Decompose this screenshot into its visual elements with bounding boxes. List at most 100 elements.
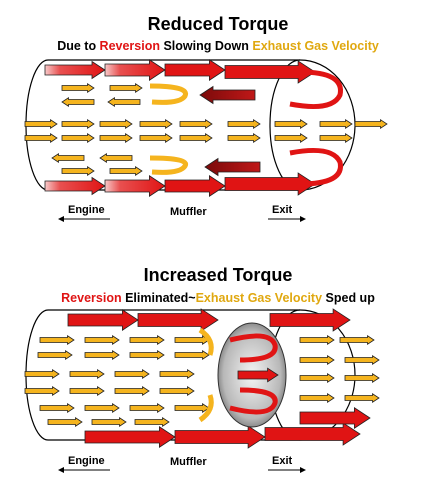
exhaust-flow-arrow	[24, 133, 58, 143]
exhaust-flow-arrow	[339, 335, 375, 345]
exhaust-curl-arrow	[149, 155, 189, 175]
exhaust-flow-arrow	[91, 417, 127, 427]
exhaust-flow-arrow	[174, 403, 210, 413]
exhaust-flow-arrow	[69, 369, 105, 379]
exhaust-flow-arrow	[159, 386, 195, 396]
reversion-flow-arrow	[44, 60, 106, 80]
exhaust-flow-arrow	[114, 369, 150, 379]
exhaust-flow-arrow	[99, 153, 133, 163]
reversion-curl-arrow	[289, 69, 343, 109]
exhaust-flow-arrow	[179, 119, 213, 129]
panel1-direction-lines	[58, 216, 306, 222]
panel2-label-engine: Engine	[68, 455, 105, 467]
exhaust-main-arrow	[264, 422, 361, 446]
exhaust-flow-arrow	[129, 403, 165, 413]
exhaust-main-arrow	[84, 426, 176, 448]
reversion-flow-arrow	[164, 59, 226, 81]
panel1-label-engine: Engine	[68, 204, 105, 216]
exhaust-flow-arrow	[159, 369, 195, 379]
panel1-subtitle: Due to Reversion Slowing Down Exhaust Ga…	[0, 39, 436, 53]
panel1-label-exit: Exit	[272, 204, 293, 216]
panel1-sub-exhaust: Exhaust Gas Velocity	[252, 39, 379, 53]
cone-center-arrow	[237, 367, 279, 383]
exhaust-flow-arrow	[109, 166, 143, 176]
exhaust-flow-arrow	[61, 133, 95, 143]
exhaust-flow-arrow	[107, 97, 141, 107]
exhaust-flow-arrow	[109, 83, 143, 93]
cone-yellow-curl	[198, 327, 214, 356]
panel1-sub-part1: Due to	[57, 39, 100, 53]
exhaust-flow-arrow	[114, 386, 150, 396]
exhaust-main-arrow	[67, 309, 139, 331]
cone-deflect-arrow	[229, 333, 278, 363]
exhaust-main-arrow	[299, 407, 371, 429]
exhaust-flow-arrow	[299, 373, 335, 383]
reversion-flow-arrow	[224, 172, 316, 196]
panel2-cone-arrows	[198, 327, 279, 423]
exhaust-flow-arrow	[39, 403, 75, 413]
reversion-flow-arrow	[224, 60, 316, 84]
exhaust-flow-arrow	[129, 335, 165, 345]
exhaust-flow-arrow	[39, 335, 75, 345]
panel2-flow-arrows	[24, 308, 380, 449]
exhaust-flow-arrow	[139, 133, 173, 143]
exhaust-flow-arrow	[274, 133, 308, 143]
exhaust-flow-arrow	[84, 403, 120, 413]
exhaust-flow-arrow	[61, 166, 95, 176]
panel1-sub-reversion: Reversion	[99, 39, 160, 53]
exhaust-flow-arrow	[24, 386, 60, 396]
exhaust-flow-arrow	[51, 153, 85, 163]
reversion-back-arrow	[204, 157, 261, 177]
exhaust-main-arrow	[174, 425, 266, 449]
panel2-sub-part1: Eliminated~	[121, 291, 196, 305]
exhaust-flow-arrow	[274, 119, 308, 129]
exhaust-flow-arrow	[344, 355, 380, 365]
exhaust-flow-arrow	[99, 133, 133, 143]
exhaust-flow-arrow	[69, 386, 105, 396]
exhaust-flow-arrow	[99, 119, 133, 129]
exhaust-flow-arrow	[129, 350, 165, 360]
panel2-label-muffler: Muffler	[170, 456, 207, 468]
reversion-curl-arrow	[289, 148, 343, 187]
exhaust-flow-arrow	[47, 417, 83, 427]
exhaust-flow-arrow	[134, 417, 170, 427]
reversion-flow-arrow	[104, 59, 166, 81]
exhaust-flow-arrow	[174, 350, 210, 360]
panel2-sub-exhaust: Exhaust Gas Velocity	[195, 291, 323, 305]
panel2-sub-reversion: Reversion	[61, 291, 122, 305]
exhaust-flow-arrow	[37, 350, 73, 360]
exhaust-flow-arrow	[61, 119, 95, 129]
panel2-title: Increased Torque	[143, 265, 293, 285]
exhaust-flow-arrow	[84, 350, 120, 360]
panel1-flow-arrows	[24, 59, 388, 197]
exhaust-main-arrow	[269, 308, 351, 332]
exhaust-flow-arrow	[139, 119, 173, 129]
exhaust-flow-arrow	[354, 119, 388, 129]
exhaust-flow-arrow	[24, 119, 58, 129]
panel1-sub-part2: Slowing Down	[160, 39, 253, 53]
panel2-label-exit: Exit	[272, 455, 293, 467]
exhaust-flow-arrow	[299, 393, 335, 403]
panel2-sub-part2: Sped up	[322, 291, 375, 305]
exhaust-flow-arrow	[227, 119, 261, 129]
panel1-label-muffler: Muffler	[170, 206, 207, 218]
exhaust-main-arrow	[137, 308, 219, 332]
panel2-direction-lines	[58, 467, 306, 473]
exhaust-flow-arrow	[84, 335, 120, 345]
exhaust-flow-arrow	[24, 369, 60, 379]
exhaust-flow-arrow	[174, 335, 210, 345]
exhaust-flow-arrow	[319, 133, 353, 143]
reversion-flow-arrow	[104, 175, 166, 197]
exhaust-flow-arrow	[299, 355, 335, 365]
cone-yellow-curl	[198, 394, 214, 423]
exhaust-flow-arrow	[319, 119, 353, 129]
exhaust-flow-arrow	[61, 97, 95, 107]
reversion-flow-arrow	[164, 175, 226, 197]
panel1-title: Reduced Torque	[147, 14, 289, 34]
panel2-subtitle: Reversion Eliminated~Exhaust Gas Velocit…	[0, 291, 436, 305]
exhaust-flow-arrow	[61, 83, 95, 93]
reversion-back-arrow	[199, 85, 256, 105]
exhaust-flow-arrow	[179, 133, 213, 143]
exhaust-flow-arrow	[344, 393, 380, 403]
